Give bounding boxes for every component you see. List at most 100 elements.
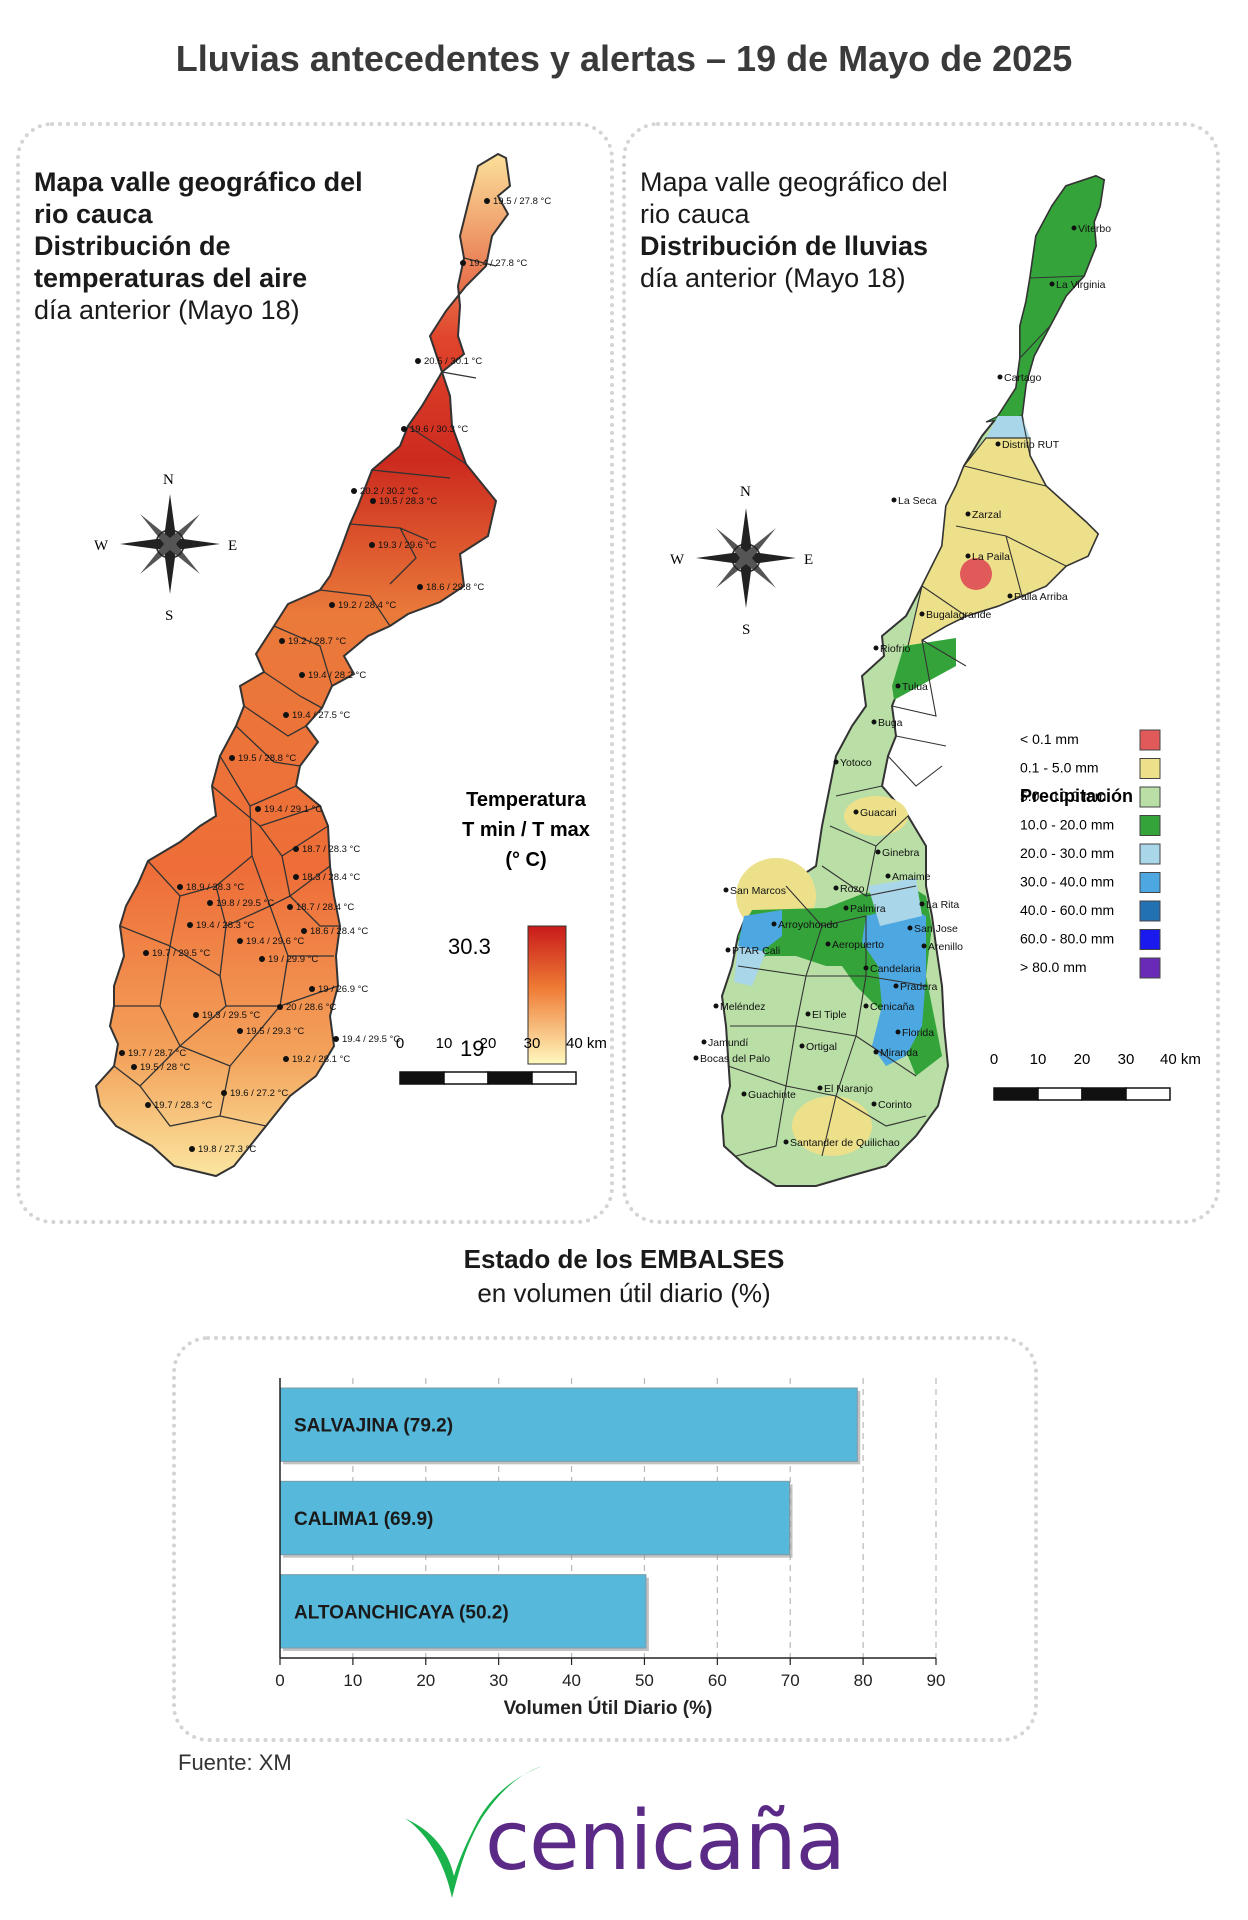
- place-dot: [997, 374, 1003, 380]
- station-dot: [301, 928, 307, 934]
- station-label: 19.4 / 28.2 °C: [308, 670, 366, 681]
- place-dot: [875, 849, 881, 855]
- place-dot: [907, 925, 913, 931]
- rain-scale-bar: 0 10 20 30 40 km: [990, 1051, 1201, 1101]
- rain-title-line2: rio cauca: [640, 199, 750, 229]
- station-label: 18.9 / 28.3 °C: [186, 882, 244, 893]
- scale-label: 30: [524, 1035, 541, 1052]
- station-dot: [351, 488, 357, 494]
- place-dot: [921, 943, 927, 949]
- rain-zone-ptar-lightblue: [734, 946, 766, 986]
- compass-n-label: N: [163, 472, 174, 488]
- place-dot: [713, 1003, 719, 1009]
- rain-legend-label: 30.0 - 40.0 mm: [1020, 874, 1114, 890]
- place-dot: [1071, 225, 1077, 231]
- place-label: La Rita: [926, 899, 959, 911]
- station-label: 19.2 / 28.1 °C: [292, 1054, 350, 1065]
- rain-legend-swatch: [1139, 758, 1161, 779]
- place-dot: [893, 983, 899, 989]
- temp-legend-min: 19: [460, 1036, 484, 1061]
- place-label: Pradera: [900, 981, 938, 993]
- station-dot: [329, 602, 335, 608]
- place-label: Cenicaña: [870, 1001, 915, 1013]
- place-dot: [863, 965, 869, 971]
- place-dot: [783, 1139, 789, 1145]
- temp-title-line4: temperaturas del aire: [34, 263, 308, 293]
- compass-rose-icon: [120, 494, 220, 594]
- place-dot: [799, 1043, 805, 1049]
- station-label: 19.4 / 27.8 °C: [469, 258, 527, 269]
- station-dot: [189, 1146, 195, 1152]
- station-dot: [131, 1064, 137, 1070]
- place-dot: [843, 905, 849, 911]
- place-label: La Virginia: [1056, 279, 1106, 291]
- station-label: 19.2 / 28.7 °C: [288, 636, 346, 647]
- temperature-region-shape: [94, 152, 512, 1178]
- place-dot: [701, 1039, 707, 1045]
- temperature-map-panel: Mapa valle geográfico del rio cauca Dist…: [16, 122, 614, 1224]
- reservoirs-panel: [172, 1336, 1038, 1742]
- place-label: Corinto: [878, 1099, 912, 1111]
- place-dot: [873, 645, 879, 651]
- place-label: Zarzal: [972, 509, 1001, 521]
- station-label: 19 / 26.9 °C: [318, 984, 368, 995]
- place-label: Viterbo: [1078, 223, 1111, 235]
- station-dot: [237, 1028, 243, 1034]
- place-label: Guacari: [860, 807, 897, 819]
- station-label: 19.5 / 28.3 °C: [379, 496, 437, 507]
- station-label: 18.7 / 28.3 °C: [302, 844, 360, 855]
- place-dot: [833, 885, 839, 891]
- scale-label: 20: [480, 1035, 497, 1052]
- place-label: Aeropuerto: [832, 939, 884, 951]
- place-dot: [693, 1055, 699, 1061]
- place-label: Florida: [902, 1027, 934, 1039]
- rain-legend-swatch: [1139, 815, 1161, 836]
- rain-legend-label: 10.0 - 20.0 mm: [1020, 817, 1114, 833]
- station-dot: [207, 900, 213, 906]
- rainfall-map-title: Mapa valle geográfico del rio cauca Dist…: [640, 166, 1060, 294]
- rain-zone-red-spot: [960, 558, 992, 590]
- place-dot: [723, 887, 729, 893]
- place-dot: [805, 1011, 811, 1017]
- place-label: Cartago: [1004, 372, 1042, 384]
- station-label: 18.3 / 28.4 °C: [302, 872, 360, 883]
- station-label: 19.3 / 29.5 °C: [202, 1010, 260, 1021]
- place-dot: [825, 941, 831, 947]
- station-dot: [277, 1004, 283, 1010]
- scale-segment: [993, 1087, 1039, 1101]
- place-label: San Jose: [914, 923, 958, 935]
- scale-label: 10: [436, 1035, 453, 1052]
- station-label: 18.7 / 28.4 °C: [296, 902, 354, 913]
- place-dot: [895, 1029, 901, 1035]
- scale-segment: [487, 1071, 533, 1085]
- scale-label: 0: [396, 1035, 404, 1052]
- station-dot: [460, 260, 466, 266]
- station-label: 19.7 / 28.7 °C: [128, 1048, 186, 1059]
- station-dot: [283, 712, 289, 718]
- place-label: La Paila: [972, 551, 1010, 563]
- station-dot: [279, 638, 285, 644]
- scale-label: 30: [1118, 1051, 1135, 1068]
- temp-legend-title1: Temperatura: [466, 789, 587, 811]
- compass-e-label: E: [228, 538, 237, 554]
- rain-zone-riofrio-green: [892, 638, 956, 700]
- station-dot: [193, 1012, 199, 1018]
- rain-zone-central-yellow: [901, 437, 1099, 667]
- station-dot: [293, 874, 299, 880]
- compass-n-label: N: [740, 484, 751, 500]
- station-dot: [309, 986, 315, 992]
- scale-label: 0: [990, 1051, 998, 1068]
- temp-legend-title3: (° C): [505, 849, 546, 871]
- rain-legend-swatch: [1139, 843, 1161, 865]
- station-label: 20.5 / 30.1 °C: [424, 356, 482, 367]
- place-label: Bugalagrande: [926, 609, 992, 621]
- rain-legend-swatch: [1139, 872, 1161, 893]
- station-dot: [119, 1050, 125, 1056]
- cenicana-logo-text: cenicaña: [485, 1794, 846, 1889]
- station-label: 19.4 / 29.5 °C: [342, 1034, 400, 1045]
- rain-legend-label: 60.0 - 80.0 mm: [1020, 931, 1114, 947]
- station-dot: [283, 1056, 289, 1062]
- station-label: 19 / 29.9 °C: [268, 954, 318, 965]
- rain-zone-arroyo-blue: [738, 910, 782, 956]
- compass-rose-icon: [696, 508, 796, 608]
